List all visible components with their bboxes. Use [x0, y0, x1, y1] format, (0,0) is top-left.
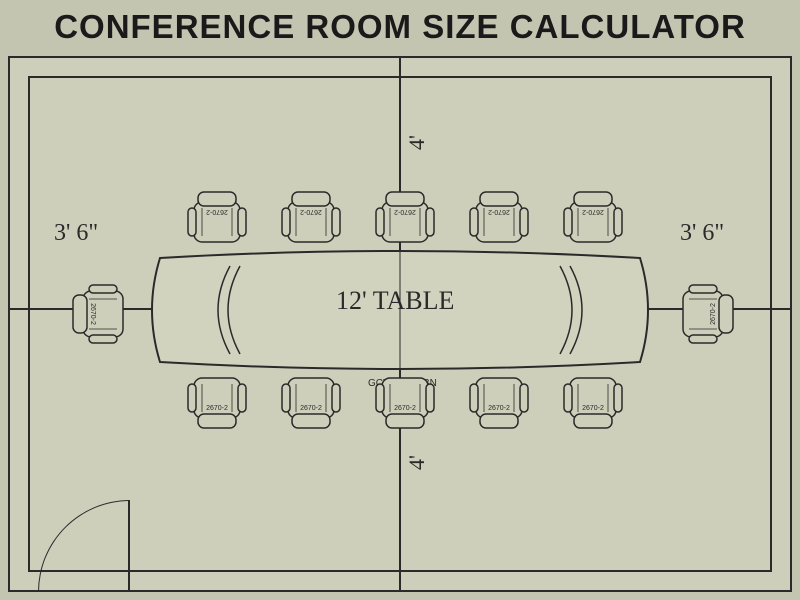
dim-top-label: 4' — [404, 135, 430, 150]
svg-text:2670-2: 2670-2 — [89, 303, 96, 325]
svg-text:2670-2: 2670-2 — [300, 208, 322, 215]
page-title: Conference Room Size Calculator — [0, 0, 800, 46]
chair: 2670-2 — [562, 178, 624, 250]
dim-left-label: 3' 6" — [54, 220, 98, 247]
chair: 2670-2 — [186, 178, 248, 250]
svg-text:2670-2: 2670-2 — [488, 208, 510, 215]
dim-right-label: 3' 6" — [680, 220, 724, 247]
svg-text:2670-2: 2670-2 — [710, 303, 717, 325]
door-leaf — [128, 500, 130, 592]
chair: 2670-2 — [468, 178, 530, 250]
chair: 2670-2 — [680, 278, 742, 350]
svg-text:2670-2: 2670-2 — [394, 405, 416, 412]
svg-text:2670-2: 2670-2 — [582, 405, 604, 412]
svg-text:2670-2: 2670-2 — [582, 208, 604, 215]
chair: 2670-2 — [374, 178, 436, 250]
chair: 2670-2 — [562, 370, 624, 442]
svg-text:2670-2: 2670-2 — [206, 405, 228, 412]
chair: 2670-2 — [280, 178, 342, 250]
chair: 2670-2 — [280, 370, 342, 442]
table-label: 12' TABLE — [336, 286, 454, 316]
chair: 2670-2 — [64, 278, 126, 350]
chair: 2670-2 — [374, 370, 436, 442]
dim-bottom-label: 4' — [404, 455, 430, 470]
svg-text:2670-2: 2670-2 — [300, 405, 322, 412]
svg-text:2670-2: 2670-2 — [206, 208, 228, 215]
chair: 2670-2 — [186, 370, 248, 442]
svg-text:2670-2: 2670-2 — [488, 405, 510, 412]
svg-text:2670-2: 2670-2 — [394, 208, 416, 215]
chair: 2670-2 — [468, 370, 530, 442]
